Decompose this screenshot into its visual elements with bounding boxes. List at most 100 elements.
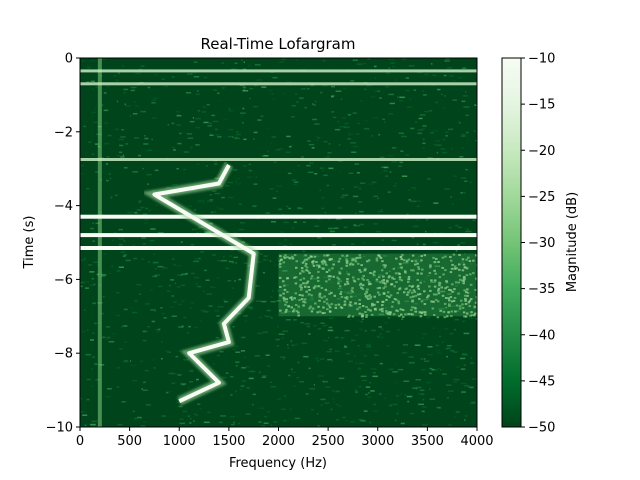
noise-speckle bbox=[171, 315, 177, 317]
noise-speckle bbox=[464, 415, 468, 417]
noise-speckle bbox=[417, 279, 424, 281]
noise-speckle bbox=[271, 93, 274, 95]
broadband-speckle bbox=[436, 300, 440, 303]
noise-speckle bbox=[339, 126, 346, 128]
noise-speckle bbox=[321, 264, 327, 266]
noise-speckle bbox=[435, 101, 439, 104]
noise-speckle bbox=[320, 404, 323, 406]
noise-speckle bbox=[150, 289, 154, 291]
noise-speckle bbox=[238, 278, 242, 281]
noise-speckle bbox=[320, 322, 325, 324]
noise-speckle bbox=[192, 420, 195, 422]
noise-speckle bbox=[324, 211, 327, 214]
noise-speckle bbox=[189, 120, 195, 123]
noise-speckle bbox=[261, 300, 267, 303]
noise-speckle bbox=[149, 239, 155, 242]
noise-speckle bbox=[304, 295, 310, 297]
broadband-speckle bbox=[310, 255, 313, 258]
noise-speckle bbox=[367, 58, 371, 60]
noise-speckle bbox=[235, 345, 239, 348]
broadband-speckle bbox=[299, 288, 303, 291]
noise-speckle bbox=[408, 65, 415, 67]
noise-speckle bbox=[259, 371, 261, 374]
noise-speckle bbox=[268, 89, 273, 92]
noise-speckle bbox=[140, 206, 145, 209]
noise-speckle bbox=[417, 71, 423, 74]
noise-speckle bbox=[424, 360, 430, 362]
broadband-speckle bbox=[338, 285, 342, 288]
noise-speckle bbox=[205, 279, 210, 281]
broadband-speckle bbox=[464, 299, 467, 302]
noise-speckle bbox=[322, 60, 326, 62]
noise-speckle bbox=[383, 170, 388, 172]
noise-speckle bbox=[256, 79, 263, 81]
broadband-speckle bbox=[371, 304, 374, 307]
broadband-speckle bbox=[345, 264, 348, 267]
broadband-speckle bbox=[300, 269, 304, 272]
noise-speckle bbox=[121, 325, 125, 327]
colorbar-tick-label: −45 bbox=[528, 374, 555, 389]
broadband-speckle bbox=[361, 284, 365, 287]
noise-speckle bbox=[196, 285, 201, 288]
noise-speckle bbox=[398, 368, 404, 371]
noise-speckle bbox=[338, 160, 343, 162]
broadband-speckle bbox=[413, 291, 417, 293]
noise-speckle bbox=[448, 424, 453, 426]
noise-speckle bbox=[261, 155, 263, 157]
noise-speckle bbox=[436, 406, 440, 409]
noise-speckle bbox=[152, 275, 158, 278]
noise-speckle bbox=[296, 377, 300, 379]
noise-speckle bbox=[142, 339, 147, 342]
broadband-speckle bbox=[467, 256, 470, 259]
noise-speckle bbox=[174, 282, 177, 285]
noise-speckle bbox=[304, 106, 307, 109]
noise-speckle bbox=[366, 85, 369, 88]
noise-speckle bbox=[316, 139, 319, 141]
noise-speckle bbox=[112, 332, 117, 335]
noise-speckle bbox=[138, 201, 141, 203]
noise-speckle bbox=[373, 372, 376, 374]
broadband-speckle bbox=[325, 271, 329, 273]
noise-speckle bbox=[459, 122, 461, 124]
noise-speckle bbox=[181, 325, 184, 327]
noise-speckle bbox=[387, 302, 394, 304]
broadband-speckle bbox=[451, 283, 454, 286]
noise-speckle bbox=[247, 306, 253, 309]
noise-speckle bbox=[95, 425, 99, 427]
noise-speckle bbox=[449, 332, 454, 335]
noise-speckle bbox=[227, 181, 233, 184]
broadband-speckle bbox=[279, 258, 283, 261]
broadband-speckle bbox=[441, 256, 445, 259]
noise-speckle bbox=[197, 110, 201, 112]
noise-speckle bbox=[417, 261, 422, 263]
broadband-speckle bbox=[473, 314, 476, 317]
noise-speckle bbox=[344, 291, 349, 293]
broadband-speckle bbox=[379, 308, 382, 311]
broadband-speckle bbox=[412, 295, 415, 298]
noise-speckle bbox=[399, 99, 404, 102]
noise-speckle bbox=[405, 89, 410, 92]
broadband-speckle bbox=[338, 271, 341, 274]
noise-speckle bbox=[92, 302, 96, 304]
noise-speckle bbox=[106, 336, 111, 339]
broadband-speckle bbox=[366, 295, 370, 298]
noise-speckle bbox=[358, 328, 363, 331]
noise-speckle bbox=[350, 341, 352, 343]
broadband-speckle bbox=[411, 300, 415, 303]
broadband-speckle bbox=[332, 275, 335, 278]
noise-speckle bbox=[303, 284, 308, 287]
noise-speckle bbox=[348, 305, 351, 308]
broadband-speckle bbox=[424, 313, 427, 316]
noise-speckle bbox=[243, 61, 245, 63]
broadband-speckle bbox=[458, 274, 461, 277]
noise-speckle bbox=[445, 135, 448, 137]
noise-speckle bbox=[436, 152, 439, 154]
noise-speckle bbox=[434, 369, 438, 371]
noise-speckle bbox=[116, 367, 120, 369]
noise-speckle bbox=[187, 415, 191, 417]
broadband-speckle bbox=[337, 260, 341, 263]
noise-speckle bbox=[475, 318, 477, 320]
broadband-speckle bbox=[326, 302, 329, 305]
noise-speckle bbox=[302, 250, 305, 253]
broadband-speckle bbox=[364, 295, 368, 298]
